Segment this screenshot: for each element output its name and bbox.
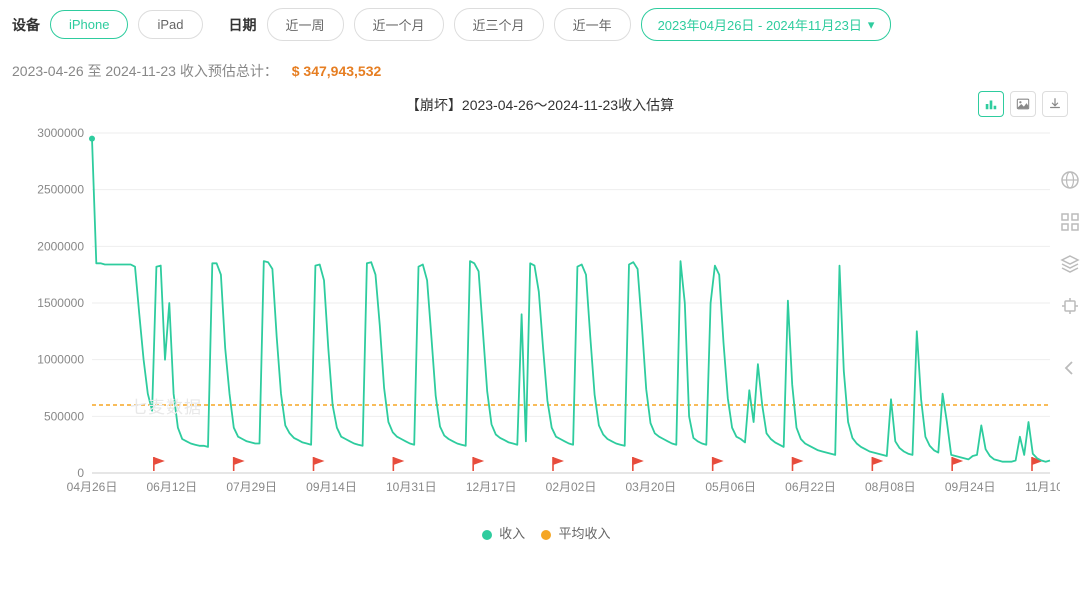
- svg-text:04月26日: 04月26日: [67, 480, 118, 494]
- svg-text:02月02日: 02月02日: [546, 480, 597, 494]
- date-tab-week[interactable]: 近一周: [267, 8, 344, 41]
- svg-text:500000: 500000: [44, 409, 84, 423]
- date-tab-year[interactable]: 近一年: [554, 8, 631, 41]
- legend-avg-label: 平均收入: [558, 526, 610, 541]
- date-label: 日期: [229, 15, 257, 35]
- watermark: 七麦数据: [130, 393, 202, 418]
- svg-text:0: 0: [77, 466, 84, 480]
- chevron-left-icon[interactable]: [1060, 358, 1080, 378]
- device-tab-iphone[interactable]: iPhone: [50, 10, 128, 39]
- svg-text:09月24日: 09月24日: [945, 480, 996, 494]
- svg-text:05月06日: 05月06日: [705, 480, 756, 494]
- summary-amount: $ 347,943,532: [292, 63, 382, 79]
- svg-text:12月17日: 12月17日: [466, 480, 517, 494]
- legend-series-swatch: [482, 530, 492, 540]
- side-toolbar: [1060, 170, 1080, 378]
- chart-area: 七麦数据 0 500000 1000000 1500000 2000000 2500000…: [20, 123, 1060, 513]
- svg-text:07月29日: 07月29日: [226, 480, 277, 494]
- svg-text:1500000: 1500000: [37, 296, 84, 310]
- svg-text:1000000: 1000000: [37, 353, 84, 367]
- image-icon[interactable]: [1010, 91, 1036, 117]
- summary-text: 2023-04-26 至 2024-11-23 收入预估总计：: [12, 63, 278, 79]
- svg-text:10月31日: 10月31日: [386, 480, 437, 494]
- layers-icon[interactable]: [1060, 254, 1080, 274]
- device-tab-ipad[interactable]: iPad: [138, 10, 202, 39]
- svg-text:2000000: 2000000: [37, 239, 84, 253]
- svg-text:09月14日: 09月14日: [306, 480, 357, 494]
- svg-text:06月12日: 06月12日: [146, 480, 197, 494]
- bar-chart-icon[interactable]: [978, 91, 1004, 117]
- svg-text:06月22日: 06月22日: [785, 480, 836, 494]
- date-range-picker[interactable]: 2023年04月26日 - 2024年11月23日 ▾: [641, 8, 892, 41]
- date-tab-3month[interactable]: 近三个月: [454, 8, 544, 41]
- svg-text:11月10日: 11月10日: [1025, 480, 1060, 494]
- svg-text:2500000: 2500000: [37, 183, 84, 197]
- date-tab-month[interactable]: 近一个月: [354, 8, 444, 41]
- chart-toolbar: [978, 91, 1068, 117]
- chevron-down-icon: ▾: [868, 17, 875, 33]
- svg-text:3000000: 3000000: [37, 126, 84, 140]
- date-range-text: 2023年04月26日 - 2024年11月23日: [658, 15, 862, 34]
- legend-series-label: 收入: [499, 526, 525, 541]
- revenue-chart: 0 500000 1000000 1500000 2000000 2500000 30000…: [20, 123, 1060, 513]
- chart-title: 【崩坏】2023-04-26～2024-11-23收入估算: [406, 95, 674, 115]
- svg-text:08月08日: 08月08日: [865, 480, 916, 494]
- chip-icon[interactable]: [1060, 296, 1080, 316]
- legend-avg-swatch: [541, 530, 551, 540]
- grid-icon[interactable]: [1060, 212, 1080, 232]
- globe-icon[interactable]: [1060, 170, 1080, 190]
- device-label: 设备: [12, 15, 40, 35]
- summary-row: 2023-04-26 至 2024-11-23 收入预估总计： $ 347,94…: [12, 61, 1068, 81]
- svg-text:03月20日: 03月20日: [625, 480, 676, 494]
- legend: 收入 平均收入: [12, 523, 1068, 542]
- download-icon[interactable]: [1042, 91, 1068, 117]
